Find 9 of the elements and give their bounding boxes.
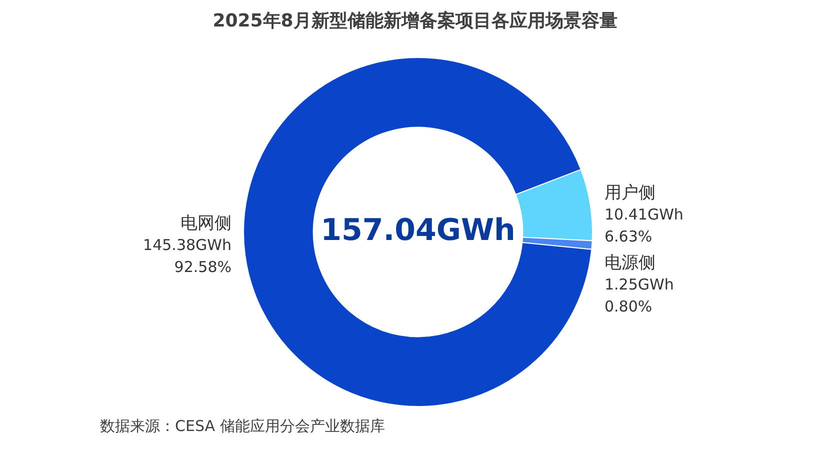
slice-label: 电网侧 bbox=[180, 213, 232, 234]
data-label: 10.41GWh 6.63% bbox=[604, 205, 684, 246]
data-label: 1.25GWh 0.80% bbox=[604, 275, 674, 316]
text: 157.04GWh bbox=[320, 212, 516, 248]
slice-label: 电源侧 bbox=[604, 252, 656, 273]
data-label: 145.38GWh 92.58% bbox=[143, 236, 232, 276]
source-note: 数据来源：CESA 储能应用分会产业数据库 bbox=[100, 416, 385, 435]
slice-label: 用户侧 bbox=[604, 182, 656, 203]
chart-title: 2025年8月新型储能新增备案项目各应用场景容量 bbox=[212, 10, 618, 32]
